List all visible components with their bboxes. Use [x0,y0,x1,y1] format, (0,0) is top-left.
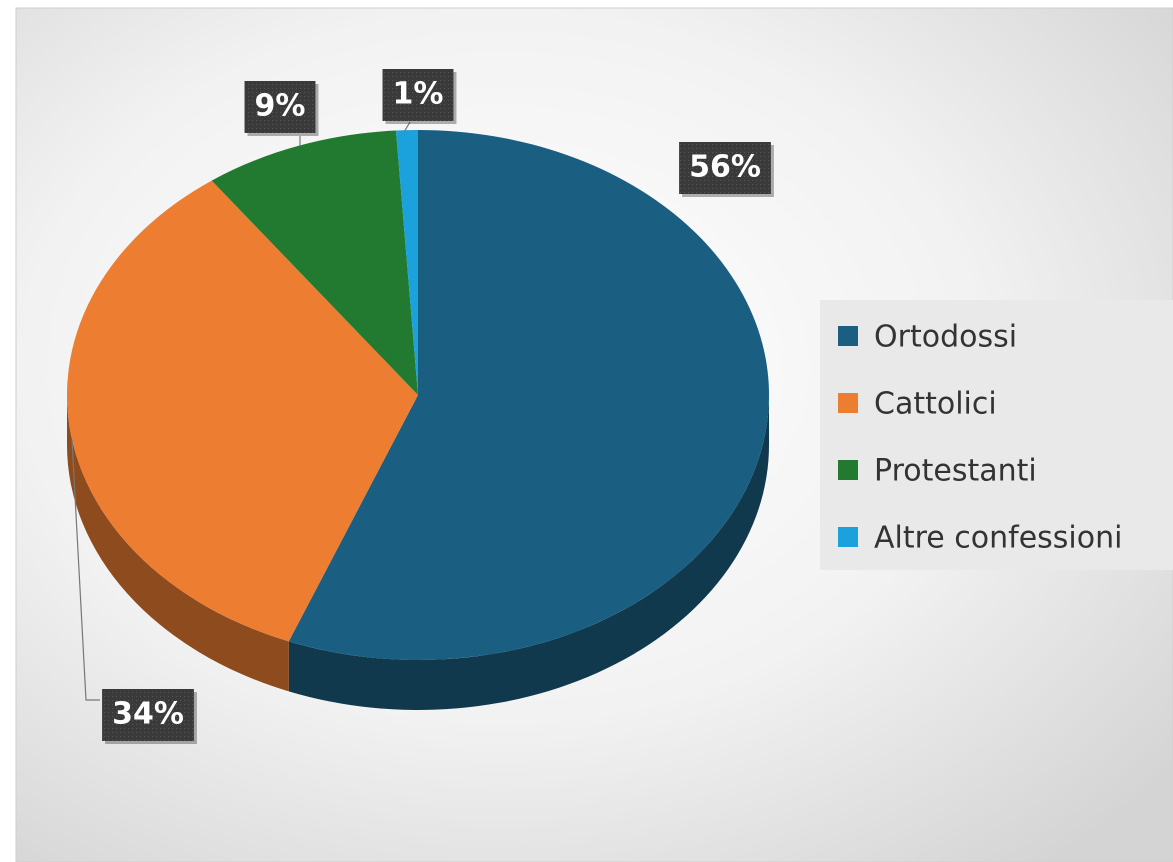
legend-label: Protestanti [874,454,1037,489]
pie-slice-side [288,395,769,710]
leader-line [403,121,411,133]
legend-label: Altre confessioni [874,521,1122,556]
legend-swatch [838,460,858,480]
legend-box [820,300,1173,570]
data-label-box [102,689,194,741]
data-label: 56% [689,150,761,185]
legend-label: Cattolici [874,387,997,422]
pie-slice [288,130,770,660]
legend: Ortodossi Cattolici Protestanti Altre confe… [838,320,1122,556]
legend-swatch [838,527,858,547]
data-label: 1% [393,77,444,112]
pie-slice [395,130,418,395]
data-label-box [244,81,316,133]
leader-line [71,439,100,701]
pie-slice [67,180,419,642]
pie-sides [67,395,769,710]
data-label-box [382,69,454,121]
data-labels: 56% 34% 9% 1% [71,69,774,744]
legend-label: Ortodossi [874,320,1017,355]
pie-tops [67,130,770,660]
pie-slice [211,130,418,395]
data-label: 34% [112,697,184,732]
pie-slice-side [67,395,289,692]
legend-swatch [838,326,858,346]
legend-swatch [838,393,858,413]
data-label: 9% [255,89,306,124]
data-label-box [679,142,771,194]
